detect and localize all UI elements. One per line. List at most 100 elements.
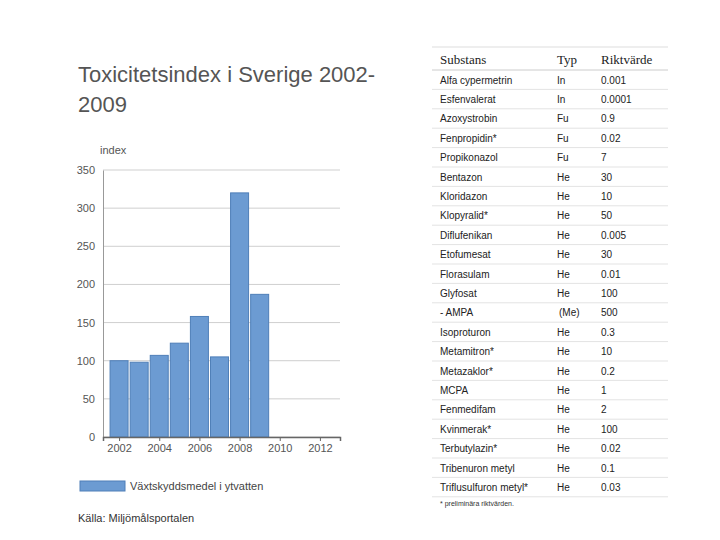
x-tick-mark: [119, 437, 120, 441]
grid-line: [103, 322, 340, 323]
bar: [150, 355, 168, 437]
slide-canvas: 0501001502002503003502002200420062008201…: [0, 0, 720, 540]
table-cell: He: [557, 482, 570, 493]
table-cell: 10: [601, 346, 613, 357]
table-cell: 500: [601, 307, 618, 318]
table-cell: Azoxystrobin: [440, 113, 497, 124]
table-cell: 0.03: [601, 482, 621, 493]
table-cell: 100: [601, 424, 618, 435]
legend: Växtskyddsmedel i ytvatten: [80, 480, 263, 492]
y-axis: 0 50 100 150 200 250 300 350: [77, 164, 104, 443]
table-cell: 0.02: [601, 133, 621, 144]
table-cell: Fu: [557, 113, 569, 124]
table-cell: Fu: [557, 133, 569, 144]
grid-line: [103, 246, 340, 247]
bar: [251, 294, 269, 437]
x-tick-mark: [199, 437, 200, 441]
table-cell: 0.9: [601, 113, 615, 124]
x-tick-label: 2002: [107, 442, 131, 454]
table-cell: Terbutylazin*: [440, 443, 497, 454]
table-cell: He: [557, 346, 570, 357]
table-cell: 0.1: [601, 463, 615, 474]
table-cell: He: [557, 424, 570, 435]
table-cell: Isoproturon: [440, 327, 491, 338]
table-cell: Esfenvalerat: [440, 94, 496, 105]
legend-swatch: [80, 481, 125, 491]
table-header: Riktvärde: [601, 52, 652, 67]
table-cell: Diflufenikan: [440, 230, 492, 241]
y-tick: 150: [77, 317, 103, 329]
table-rule: [432, 399, 668, 400]
table-cell: 2: [601, 404, 607, 415]
table-cell: Fenmedifam: [440, 404, 496, 415]
table-cell: Metamitron*: [440, 346, 494, 357]
table-cell: He: [557, 269, 570, 280]
y-tick-label: 50: [83, 393, 95, 405]
table-cell: He: [557, 288, 570, 299]
table-cell: 1: [601, 385, 607, 396]
table-cell: Propikonazol: [440, 152, 498, 163]
y-axis-title: index: [100, 144, 127, 156]
table-cell: He: [557, 327, 570, 338]
table-cell: He: [557, 249, 570, 260]
table-rule: [432, 128, 668, 129]
y-tick-label: 250: [77, 240, 95, 252]
y-tick-label: 0: [89, 431, 95, 443]
table-rule: [432, 419, 668, 420]
grid-line: [103, 284, 340, 285]
table-rule: [432, 108, 668, 109]
bar: [170, 343, 188, 437]
table-cell: 100: [601, 288, 618, 299]
table-cell: 0.02: [601, 443, 621, 454]
legend-label: Växtskyddsmedel i ytvatten: [130, 480, 263, 492]
table-rule: [432, 302, 668, 303]
y-tick: 350: [77, 164, 103, 176]
table-cell: Glyfosat: [440, 288, 477, 299]
table-header: Substans: [440, 52, 486, 67]
table-cell: 0.3: [601, 327, 615, 338]
table-cell: 0.0001: [601, 94, 632, 105]
table-cell: Kloridazon: [440, 191, 487, 202]
x-tick: 2012: [308, 437, 332, 454]
slide-title: Toxicitetsindex i Sverige 2002-2009: [78, 60, 378, 120]
bar: [130, 362, 148, 437]
table-cell: He: [557, 172, 570, 183]
table-rule: [432, 458, 668, 459]
table-cell: Fu: [557, 152, 569, 163]
table-rule: [432, 264, 668, 265]
table-cell: 7: [601, 152, 607, 163]
table-cell: Fenpropidin*: [440, 133, 497, 144]
source-note: Källa: Miljömålsportalen: [78, 512, 194, 524]
x-tick: 2004: [147, 437, 171, 454]
table-cell: Florasulam: [440, 269, 489, 280]
table-rule: [432, 283, 668, 284]
table-cell: He: [557, 385, 570, 396]
table-rule: [432, 47, 668, 48]
table-cell: MCPA: [440, 385, 468, 396]
bar: [190, 316, 208, 437]
y-tick: 300: [77, 202, 103, 214]
table-rule: [432, 438, 668, 439]
table-rule: [432, 380, 668, 381]
x-tick-mark: [159, 437, 160, 441]
x-tick: 2008: [228, 437, 252, 454]
y-tick-label: 350: [77, 164, 95, 176]
table-cell: Kvinmerak*: [440, 424, 491, 435]
table-cell: (Me): [559, 307, 580, 318]
table-rule: [432, 244, 668, 245]
bar: [231, 193, 249, 437]
y-tick-label: 100: [77, 355, 95, 367]
table-cell: He: [557, 366, 570, 377]
y-tick-label: 200: [77, 278, 95, 290]
table-cell: Alfa cypermetrin: [440, 75, 512, 86]
x-tick: 2010: [268, 437, 292, 454]
y-tick: 250: [77, 240, 103, 252]
table-cell: 10: [601, 191, 613, 202]
table-cell: 50: [601, 210, 613, 221]
x-tick-mark: [320, 437, 321, 441]
table-rule: [432, 147, 668, 148]
table-cell: He: [557, 191, 570, 202]
table-cell: 0.01: [601, 269, 621, 280]
table-cell: He: [557, 230, 570, 241]
x-axis-line: [104, 438, 341, 442]
